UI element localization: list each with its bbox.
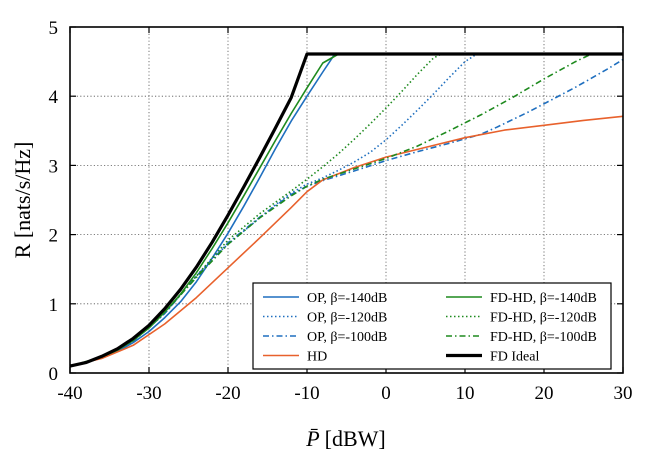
- y-tick-label: 2: [49, 226, 59, 247]
- y-tick-label: 3: [49, 156, 59, 177]
- legend-label: FD-HD, β=-120dB: [490, 311, 597, 326]
- x-tick-label: -30: [136, 383, 161, 404]
- y-tick-label: 5: [49, 18, 59, 39]
- legend-label: HD: [307, 350, 327, 365]
- y-tick-label: 1: [49, 295, 59, 316]
- series-line-8: [69, 52, 623, 368]
- plot-frame: [69, 26, 624, 374]
- y-axis-title: R [nats/s/Hz]: [10, 142, 35, 259]
- legend-label: OP, β=-120dB: [307, 311, 387, 326]
- axis-ticks: -40 -30 -20 -10 0 10 20 30 0 1 2 3 4 5: [49, 18, 633, 404]
- legend-label: FD Ideal: [490, 350, 539, 365]
- series-lines: [69, 52, 624, 368]
- legend-label: OP, β=-100dB: [307, 330, 387, 345]
- x-tick-label: 30: [614, 383, 633, 404]
- y-tick-label: 4: [49, 87, 59, 108]
- x-tick-label: 0: [381, 383, 391, 404]
- series-line-6: [69, 53, 442, 367]
- legend-label: FD-HD, β=-140dB: [490, 291, 597, 306]
- x-axis-title: P̄ [dBW]: [305, 426, 386, 451]
- legend-label: FD-HD, β=-100dB: [490, 330, 597, 345]
- x-tick-label: -10: [294, 383, 319, 404]
- series-line-7: [69, 53, 600, 367]
- x-tick-label: 10: [456, 383, 475, 404]
- series-line-4: [69, 115, 624, 367]
- legend-label: OP, β=-140dB: [307, 291, 387, 306]
- x-tick-label: -20: [215, 383, 240, 404]
- legend: OP, β=-140dB OP, β=-120dB OP, β=-100dB HD FD…: [252, 282, 612, 370]
- legend-box: [252, 282, 612, 370]
- y-tick-label: 0: [49, 364, 59, 385]
- x-tick-label: -40: [57, 383, 82, 404]
- x-tick-label: 20: [535, 383, 554, 404]
